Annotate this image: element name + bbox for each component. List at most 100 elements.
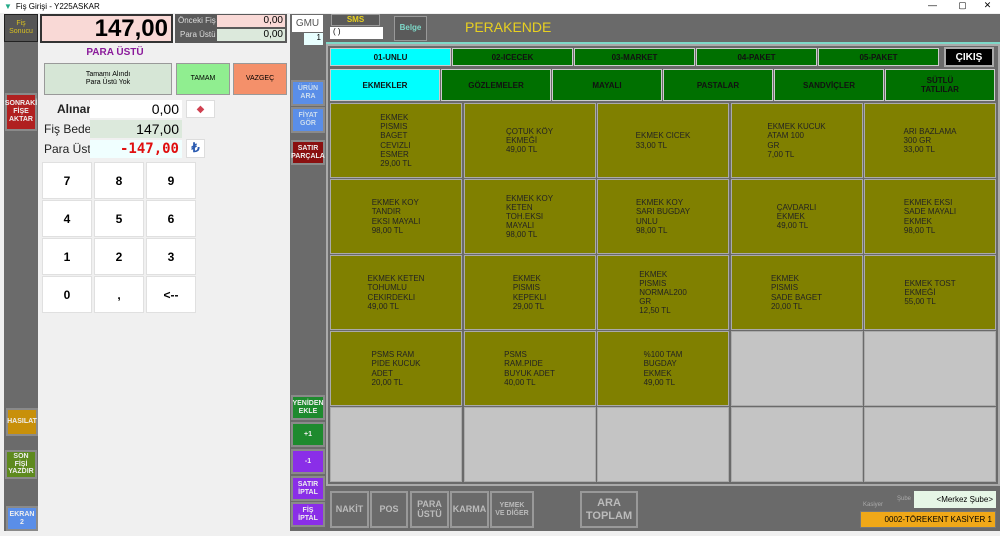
onceki-fis-label: Önceki Fiş [178,16,216,25]
product-label: EKMEK TOST EKMEĞİ 55,00 TL [904,278,956,307]
nakit-button[interactable]: NAKİT [330,491,369,528]
product-button[interactable]: PSMS RAM PIDE KUCUK ADET 20,00 TL [330,331,462,406]
eraser-icon[interactable]: ◆ [186,100,215,118]
empty-product-slot [730,407,863,482]
fis-bedeli-value: 147,00 [90,120,182,138]
product-button[interactable]: EKMEK KUCUK ATAM 100 GR 7,00 TL [730,103,863,178]
app-icon: ▼ [4,2,12,11]
product-button[interactable]: ÇAVDARLI EKMEK 49,00 TL [730,179,863,254]
ara-toplam-button[interactable]: ARA TOPLAM [580,491,638,528]
lira-icon[interactable]: ₺ [186,139,205,158]
urun-ara-button[interactable]: ÜRÜN ARA [291,80,325,106]
ekran-2-button[interactable]: EKRAN 2 [6,506,38,531]
product-button[interactable]: ARI BAZLAMA 300 GR 33,00 TL [864,103,996,178]
unit-label: GMU [292,15,323,32]
product-button[interactable]: PSMS RAM.PIDE BUYUK ADET 40,00 TL [463,331,596,406]
keypad-key[interactable]: <-- [146,276,196,313]
keypad-key[interactable]: 9 [146,162,196,199]
para-ustu-prev-label: Para Üstü [180,30,216,39]
plus-one-button[interactable]: +1 [291,422,325,447]
sube-label: Şube [897,496,912,502]
subcategory-tab[interactable]: MAYALI [552,69,662,101]
product-label: EKMEK KOY TANDIR EKSI MAYALI 98,00 TL [371,198,421,235]
subcategory-tab[interactable]: SÜTLÜ TATLILAR [885,69,995,101]
subcategory-tab[interactable]: PASTALAR [663,69,773,101]
karma-button[interactable]: KARMA [450,491,489,528]
product-button[interactable]: EKMEK CICEK 33,00 TL [597,103,729,178]
minimize-button[interactable]: — [928,0,937,10]
sms-input[interactable]: ( ) [330,27,383,39]
keypad-key[interactable]: 7 [42,162,92,199]
product-button[interactable]: EKMEK KOY TANDIR EKSI MAYALI 98,00 TL [330,179,462,254]
para-ustu-value: -147,00 [90,140,182,158]
tamami-alindi-button[interactable]: Tamamı Alındı Para Üstü Yok [44,63,172,95]
cashier-field: 0002-TÖREKENT KASİYER 1 [860,511,996,528]
para-ustu-label: Para Üstü [44,142,98,156]
close-button[interactable]: ✕ [983,0,992,10]
empty-product-slot [864,407,996,482]
subcategory-tab[interactable]: EKMEKLER [330,69,440,101]
para-ustu-pay-button[interactable]: PARA ÜSTÜ [410,491,449,528]
hasilat-button[interactable]: HASILAT [6,408,38,436]
quantity-input[interactable]: 1 [304,33,323,45]
keypad-key[interactable]: 3 [146,238,196,275]
category-tab[interactable]: 05-PAKET [818,48,939,66]
product-button[interactable]: EKMEK PISMIS KEPEKLI 29,00 TL [463,255,596,330]
keypad-key[interactable]: 4 [42,200,92,237]
product-button[interactable]: EKMEK TOST EKMEĞİ 55,00 TL [864,255,996,330]
product-button[interactable]: EKMEK PISMIS SADE BAGET 20,00 TL [730,255,863,330]
category-tab[interactable]: 01-UNLU [330,48,451,66]
fiyat-gor-button[interactable]: FİYAT GÖR [291,107,325,133]
product-button[interactable]: EKMEK KOY KETEN TOH.EKSI MAYALI 98,00 TL [463,179,596,254]
kasiyer-label: Kasiyer [863,502,884,508]
product-label: ÇAVDARLI EKMEK 49,00 TL [776,202,817,231]
pos-button[interactable]: POS [370,491,408,528]
keypad-key[interactable]: 8 [94,162,144,199]
fis-sonucu-button[interactable]: Fiş Sonucu [4,14,38,42]
son-fisi-yazdir-button[interactable]: SON FİŞİ YAZDIR [5,450,37,479]
product-label: EKMEK PISMIS KEPEKLI 29,00 TL [512,274,547,311]
yemek-ve-diger-button[interactable]: YEMEK VE DİĞER [490,491,534,528]
product-button[interactable]: EKMEK PISMIS BAGET CEVIZLI ESMER 29,00 T… [330,103,462,178]
empty-product-slot [597,407,729,482]
category-tab[interactable]: 03-MARKET [574,48,695,66]
product-label: EKMEK KUCUK ATAM 100 GR 7,00 TL [767,122,826,159]
maximize-button[interactable]: ▢ [958,0,967,10]
sube-field: <Merkez Şube> [914,491,996,508]
keypad-key[interactable]: 0 [42,276,92,313]
sms-button[interactable]: SMS [331,14,380,26]
subcategory-tab[interactable]: GÖZLEMELER [441,69,551,101]
keypad-key[interactable]: 1 [42,238,92,275]
product-label: EKMEK KETEN TOHUMLU CEKIRDEKLI 49,00 TL [367,274,425,311]
belge-button[interactable]: Belge [394,16,427,41]
vazgec-button[interactable]: VAZGEÇ [233,63,287,95]
fis-iptal-button[interactable]: FİŞ İPTAL [291,502,325,527]
product-label: EKMEK PISMIS BAGET CEVIZLI ESMER 29,00 T… [380,112,412,168]
satir-parcala-button[interactable]: SATIR PARÇALA [291,140,325,165]
product-label: ÇOTUK KÖY EKMEĞİ 49,00 TL [505,126,554,155]
subcategory-tab[interactable]: SANDVİÇLER [774,69,884,101]
keypad-key[interactable]: 2 [94,238,144,275]
sonraki-fise-aktar-button[interactable]: SONRAKİ FİŞE AKTAR [5,93,37,131]
exit-button[interactable]: ÇIKIŞ [944,47,994,67]
keypad-key[interactable]: 6 [146,200,196,237]
satir-iptal-button[interactable]: SATIR İPTAL [291,476,325,501]
product-button[interactable]: %100 TAM BUGDAY EKMEK 49,00 TL [597,331,729,406]
keypad-key[interactable]: , [94,276,144,313]
empty-product-slot [864,331,996,406]
product-button[interactable]: ÇOTUK KÖY EKMEĞİ 49,00 TL [463,103,596,178]
tamam-button[interactable]: TAMAM [176,63,230,95]
category-tab[interactable]: 04-PAKET [696,48,817,66]
minus-one-button[interactable]: -1 [291,449,325,474]
yeniden-ekle-button[interactable]: YENİDEN EKLE [291,395,325,420]
para-ustu-title: PARA ÜSTÜ [86,47,144,58]
product-label: %100 TAM BUGDAY EKMEK 49,00 TL [643,350,683,387]
category-tab[interactable]: 02-ICECEK [452,48,573,66]
keypad-key[interactable]: 5 [94,200,144,237]
product-button[interactable]: EKMEK KETEN TOHUMLU CEKIRDEKLI 49,00 TL [330,255,462,330]
product-button[interactable]: EKMEK PISMIS NORMAL200 GR 12,50 TL [597,255,729,330]
product-button[interactable]: EKMEK KOY SARI BUGDAY UNLU 98,00 TL [597,179,729,254]
alinan-input[interactable]: 0,00 [90,100,182,118]
onceki-fis-value: 0,00 [217,15,285,27]
product-button[interactable]: EKMEK EKSI SADE MAYALI EKMEK 98,00 TL [864,179,996,254]
